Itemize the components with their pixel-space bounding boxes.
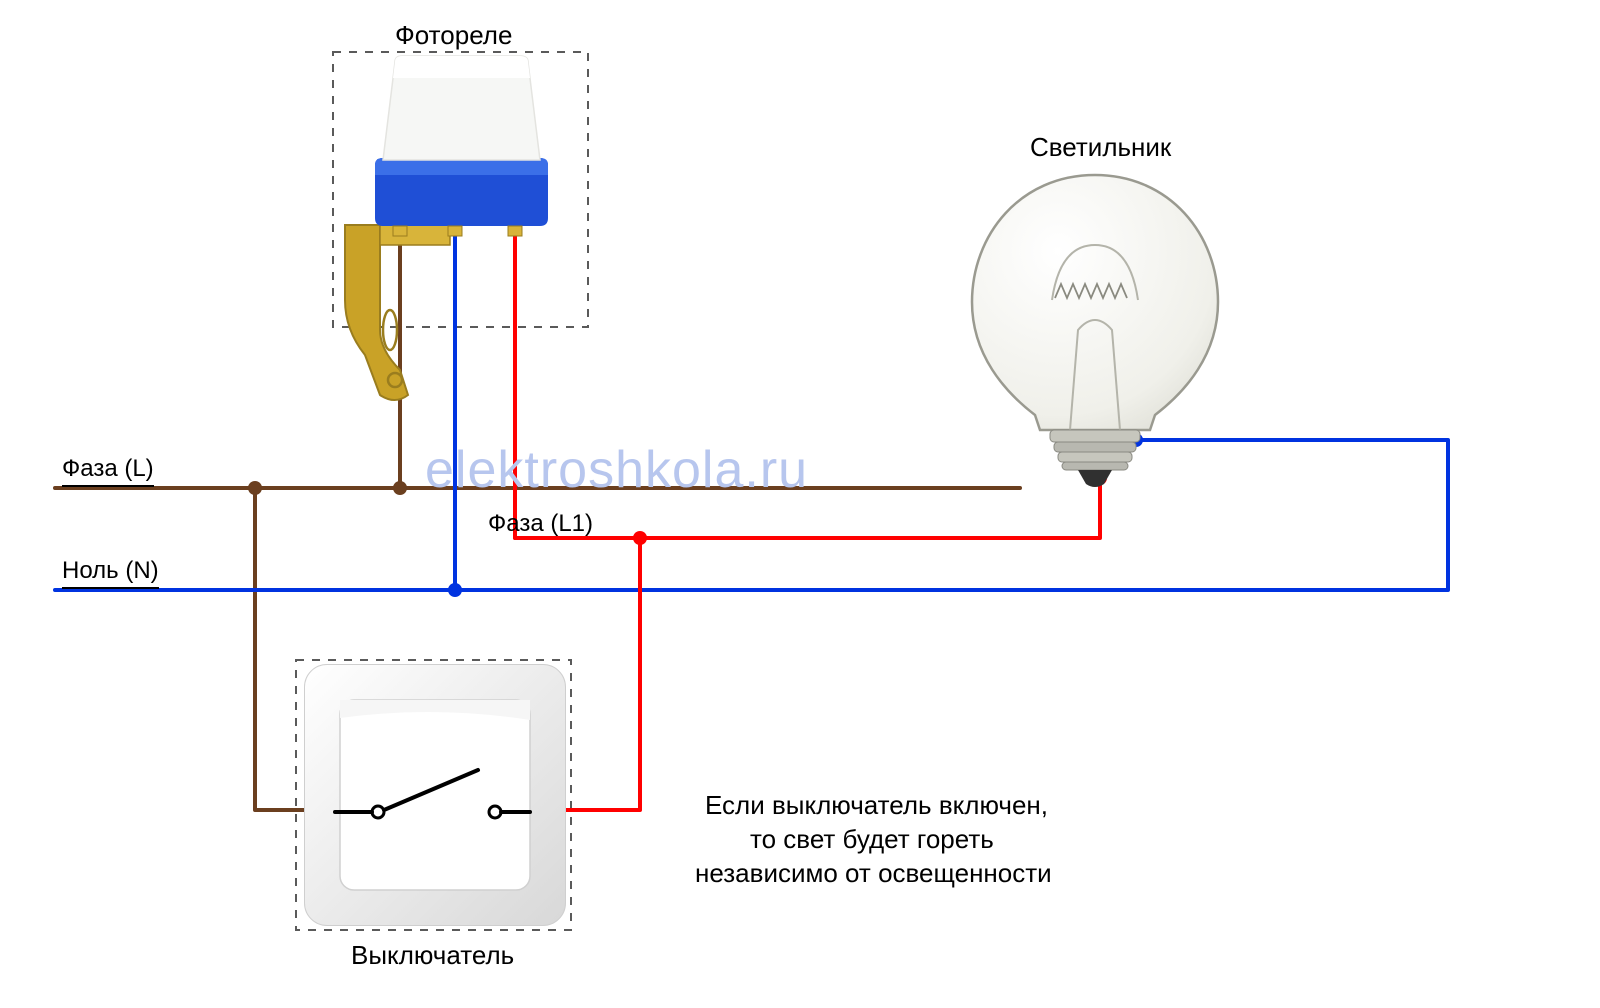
wires-layer bbox=[0, 0, 1600, 1008]
switch-box bbox=[296, 660, 571, 930]
switch-label: Выключатель bbox=[351, 940, 514, 971]
lamp-device bbox=[972, 175, 1218, 487]
wire-junction bbox=[1129, 433, 1143, 447]
note-line-1: Если выключатель включен, bbox=[705, 790, 1048, 821]
wire-junction bbox=[248, 481, 262, 495]
photorelay-box bbox=[333, 52, 588, 327]
lamp-label: Светильник bbox=[1030, 132, 1171, 163]
phase-l-label: Фаза (L) bbox=[62, 455, 154, 487]
watermark-text: elektroshkola.ru bbox=[425, 440, 808, 500]
note-line-3: независимо от освещенности bbox=[695, 858, 1052, 889]
wire-junction bbox=[393, 481, 407, 495]
switch-output-wire bbox=[500, 538, 640, 810]
switch-device bbox=[305, 665, 565, 925]
phase-l1-label: Фаза (L1) bbox=[488, 510, 593, 538]
photorelay-label: Фотореле bbox=[395, 20, 512, 51]
photorelay-device bbox=[345, 56, 548, 400]
phase-to-switch-wire bbox=[255, 488, 370, 810]
wire-junction bbox=[1093, 471, 1107, 485]
wire-junction bbox=[633, 531, 647, 545]
note-line-2: то свет будет гореть bbox=[750, 824, 994, 855]
wire-junction bbox=[448, 583, 462, 597]
null-n-label: Ноль (N) bbox=[62, 557, 159, 589]
